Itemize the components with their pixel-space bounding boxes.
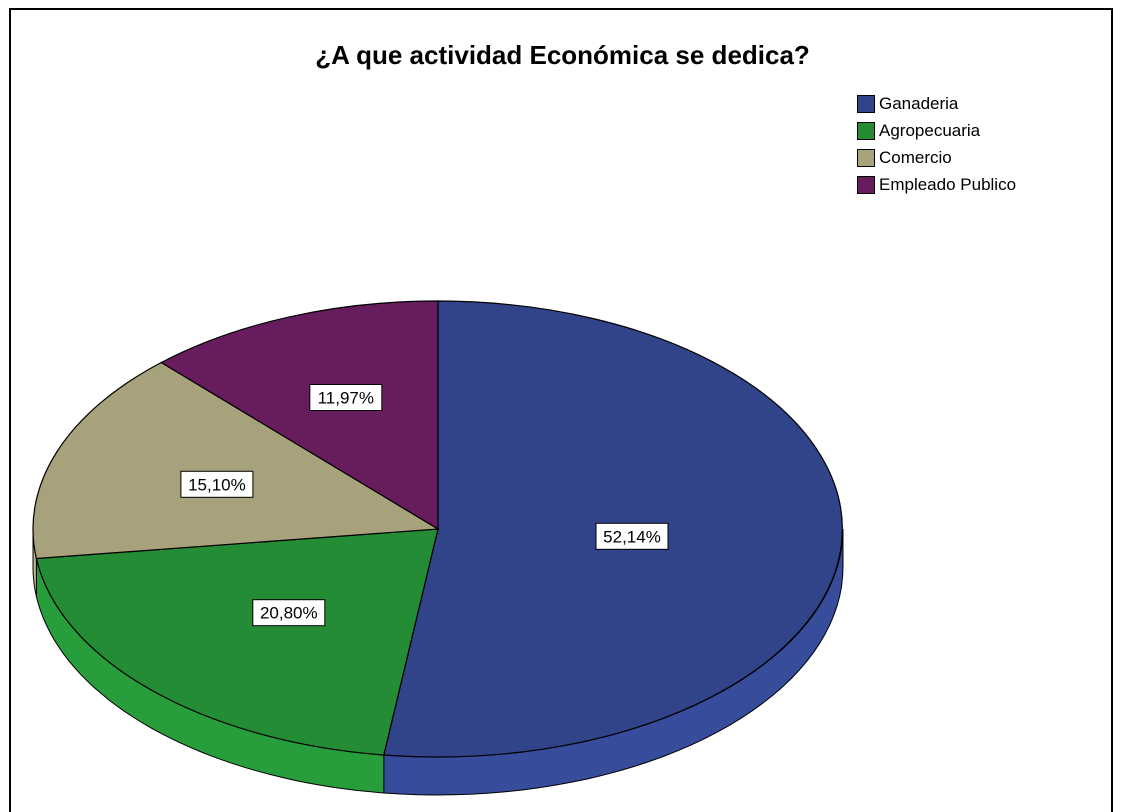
chart-title: ¿A que actividad Económica se dedica? [315, 40, 810, 70]
legend-item-agropecuaria: Agropecuaria [857, 117, 1016, 144]
legend-item-ganaderia: Ganaderia [857, 90, 1016, 117]
pie-slice-empleado-publico [160, 300, 439, 531]
pie-labels: 52,14% 20,80% 15,10% 11,97% [180, 384, 669, 627]
pie-label-box-agropecuaria [252, 599, 326, 627]
legend-label-comercio: Comercio [879, 147, 952, 167]
pie-label-box-comercio [180, 470, 254, 498]
pie-slice-comercio [32, 361, 440, 560]
legend-swatch-agropecuaria [857, 121, 875, 140]
pie-label-box-empleado-publico [309, 384, 383, 411]
legend-item-comercio: Comercio [857, 144, 1016, 171]
pie-label-comercio: 15,10% [188, 475, 246, 494]
legend-label-empleado-publico: Empleado Publico [879, 174, 1017, 194]
pie-slice-agropecuaria [35, 528, 439, 756]
legend-label-ganaderia: Ganaderia [879, 93, 959, 113]
legend-swatch-comercio [857, 148, 875, 167]
legend-item-empleado-publico: Empleado Publico [857, 171, 1016, 198]
legend: Ganaderia Agropecuaria Comercio Empleado… [857, 90, 1016, 198]
legend-label-agropecuaria: Agropecuaria [879, 120, 981, 140]
pie-label-ganaderia: 52,14% [603, 527, 661, 546]
legend-swatch-empleado-publico [857, 175, 875, 194]
legend-swatch-ganaderia [857, 94, 875, 113]
pie-label-empleado-publico: 11,97% [318, 389, 374, 408]
pie-label-box-ganaderia [595, 522, 669, 550]
pie-slices [32, 300, 843, 758]
pie-label-agropecuaria: 20,80% [260, 604, 318, 623]
